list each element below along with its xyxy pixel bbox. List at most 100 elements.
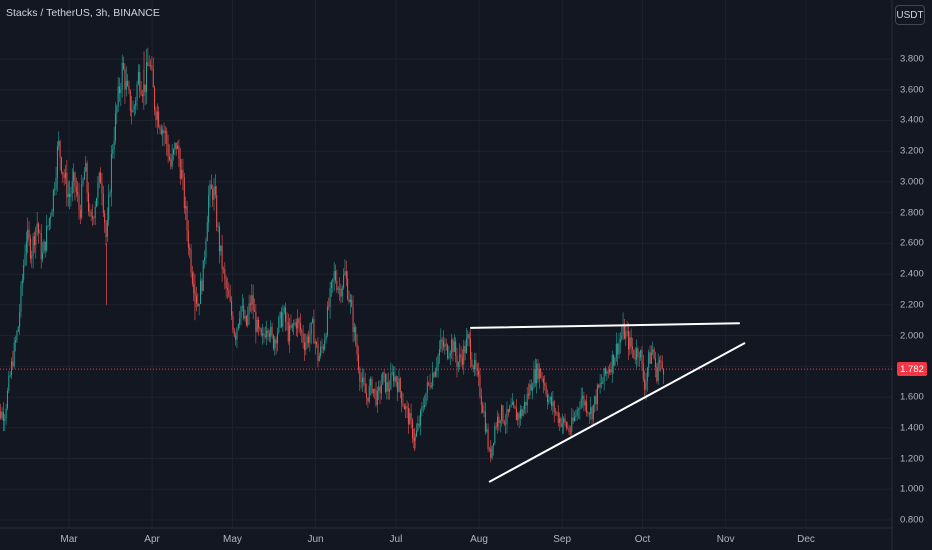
candle: [36, 211, 38, 236]
currency-button[interactable]: USDT: [895, 5, 925, 25]
candle: [244, 309, 246, 322]
candle: [429, 373, 431, 390]
price-tick-label: 0.800: [900, 514, 924, 526]
candle: [86, 160, 88, 202]
candle: [519, 404, 521, 426]
candle: [200, 272, 202, 304]
candle: [187, 220, 189, 256]
candle: [339, 277, 341, 301]
time-tick-label: Oct: [634, 534, 651, 545]
candle: [0, 404, 2, 420]
candle: [578, 407, 580, 419]
candle: [506, 401, 508, 434]
candle: [235, 332, 237, 346]
candle: [289, 317, 291, 353]
candle: [480, 388, 482, 414]
candle: [642, 354, 644, 382]
candle: [185, 196, 187, 221]
candle: [278, 315, 280, 335]
candle: [379, 380, 381, 405]
candle: [538, 363, 540, 389]
candle: [333, 261, 335, 291]
candle: [6, 387, 8, 411]
candle: [567, 421, 569, 430]
candle: [317, 337, 319, 368]
candle: [630, 328, 632, 355]
candle: [456, 347, 458, 378]
candle: [8, 370, 10, 394]
candle: [33, 231, 35, 253]
candle: [467, 329, 469, 347]
candle: [464, 340, 466, 361]
candle: [140, 81, 142, 97]
candle: [144, 84, 146, 106]
candle: [197, 293, 199, 308]
candle: [71, 168, 73, 202]
time-tick-label: Jun: [307, 534, 324, 545]
candle: [281, 307, 283, 329]
candle: [218, 222, 220, 264]
candle: [366, 383, 368, 405]
candle: [93, 215, 95, 225]
candle: [276, 327, 278, 352]
candle: [375, 382, 377, 408]
candle: [156, 103, 158, 135]
candle: [626, 321, 628, 337]
candle: [19, 303, 21, 335]
candle: [124, 63, 126, 105]
candle: [85, 155, 87, 173]
candle: [534, 358, 536, 387]
candle: [174, 141, 176, 156]
candle: [78, 182, 80, 220]
candle: [48, 217, 50, 231]
candle: [356, 333, 358, 362]
candle: [249, 295, 251, 312]
candle: [629, 330, 631, 356]
candle: [119, 77, 121, 103]
candle: [92, 204, 94, 226]
candle: [295, 318, 297, 337]
candle: [325, 332, 327, 344]
candle: [312, 316, 314, 324]
candle: [158, 106, 160, 129]
candle: [29, 234, 31, 264]
candle: [513, 400, 515, 409]
candle: [15, 335, 17, 352]
candle: [178, 139, 180, 168]
candle: [510, 397, 512, 408]
candle: [509, 404, 511, 413]
candle: [363, 369, 365, 387]
candle: [505, 413, 507, 435]
candle: [243, 298, 245, 321]
candle: [347, 271, 349, 301]
candle: [247, 306, 249, 328]
candle: [572, 409, 574, 425]
candle: [457, 361, 459, 373]
candle: [171, 143, 173, 170]
candle: [391, 364, 393, 376]
candle: [81, 174, 83, 220]
candle: [110, 145, 112, 207]
candle: [217, 221, 219, 233]
candle: [251, 284, 253, 314]
candle: [582, 387, 584, 408]
candle: [548, 393, 550, 405]
candle: [641, 346, 643, 371]
candle: [229, 284, 231, 303]
candle: [414, 433, 416, 449]
candle: [175, 142, 177, 156]
candle: [622, 312, 624, 341]
candle: [611, 350, 613, 383]
candle: [660, 354, 662, 373]
candle: [50, 212, 52, 230]
candle: [47, 225, 49, 230]
candle: [198, 303, 200, 316]
candle: [573, 411, 575, 423]
candle: [11, 357, 13, 379]
candle: [542, 375, 544, 394]
candle: [163, 122, 165, 147]
candle: [591, 405, 593, 426]
candle: [644, 370, 646, 396]
candle: [646, 366, 648, 392]
